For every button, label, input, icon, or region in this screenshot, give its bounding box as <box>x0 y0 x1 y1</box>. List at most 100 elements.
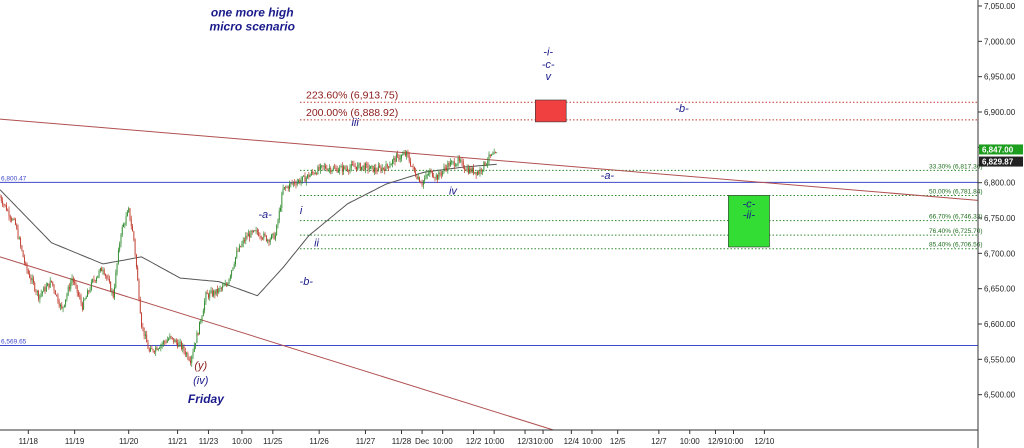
candle-body <box>353 164 355 167</box>
candle-body <box>61 304 63 309</box>
candle-body <box>173 338 175 343</box>
candle-body <box>395 154 397 162</box>
candle-body <box>467 168 469 174</box>
candle-body <box>7 210 9 212</box>
candle-body <box>160 344 162 348</box>
candle-body <box>399 158 401 160</box>
candle-body <box>129 208 131 220</box>
candle-body <box>341 166 343 172</box>
candle-body <box>70 282 72 289</box>
x-tick-label: 11/21 <box>168 437 188 446</box>
candle-body <box>393 158 395 161</box>
candle-body <box>0 196 2 201</box>
wave-label: iv <box>449 186 458 198</box>
candle-body <box>286 186 288 188</box>
candle-body <box>174 340 176 343</box>
candle-body <box>84 298 86 300</box>
candle-body <box>282 188 284 195</box>
candle-body <box>336 168 338 173</box>
candle-body <box>138 280 140 300</box>
candle-body <box>330 168 332 172</box>
y-tick-label: 7,000.00 <box>984 37 1016 46</box>
candle-body <box>469 168 471 174</box>
wave-label: micro scenario <box>210 20 295 34</box>
candle-body <box>101 268 103 272</box>
candle-body <box>39 294 41 300</box>
candle-body <box>294 182 296 184</box>
candle-body <box>110 281 112 292</box>
candle-body <box>362 165 364 167</box>
candle-body <box>485 163 487 166</box>
moving-average-layer <box>0 163 497 297</box>
candle-body <box>419 177 420 182</box>
candle-body <box>98 271 100 276</box>
candle-body <box>88 290 90 292</box>
candle-body <box>327 168 329 171</box>
candle-body <box>363 165 365 171</box>
candle-body <box>460 160 462 162</box>
candle-body <box>13 219 15 220</box>
candle-body <box>258 232 260 236</box>
candle-body <box>404 153 406 156</box>
x-tick-label: 11/25 <box>263 437 283 446</box>
candle-body <box>453 161 455 167</box>
candle-body <box>205 292 207 302</box>
candle-body <box>179 341 181 343</box>
candle-body <box>12 219 14 221</box>
candle-body <box>317 166 319 175</box>
candle-body <box>385 164 387 171</box>
candle-body <box>74 282 76 284</box>
candle-body <box>184 351 186 355</box>
x-axis: 11/18 11/19 11/20 11/21 11/23 10:00 11/25 11/26… <box>0 429 978 446</box>
retracement-level-label: 85.40% (6,706.56) <box>929 242 982 249</box>
candle-body <box>135 254 137 267</box>
candle-body <box>371 165 373 167</box>
candle-body <box>280 207 281 211</box>
candle-body <box>278 210 280 221</box>
candle-body <box>354 166 356 168</box>
wave-label: -a- <box>258 209 272 221</box>
wave-label: one more high <box>211 6 294 20</box>
candle-body <box>440 174 442 175</box>
candle-body <box>345 168 347 170</box>
candle-body <box>451 161 453 163</box>
candle-body <box>402 154 404 156</box>
x-tick-label: 12/3 <box>517 437 533 446</box>
candle-body <box>344 166 346 169</box>
price-tag-label: 6,847.00 <box>982 145 1014 154</box>
candle-body <box>220 288 222 289</box>
y-tick-label: 6,500.00 <box>984 391 1016 400</box>
candle-body <box>48 283 50 288</box>
candle-body <box>35 290 37 293</box>
candle-body <box>4 204 6 206</box>
candle-body <box>392 160 393 164</box>
candle-body <box>155 347 157 352</box>
candle-body <box>144 334 146 336</box>
candle-body <box>359 163 361 170</box>
candle-body <box>483 161 485 170</box>
price-tag-label: 6,829.87 <box>982 158 1014 167</box>
wave-label: -i- <box>543 46 553 58</box>
candle-body <box>190 360 191 363</box>
candle-body <box>107 278 109 279</box>
candle-body <box>47 283 49 287</box>
candle-body <box>228 279 230 284</box>
levels-layer: 6,800.47 6,569.65 223.60% (6,913.75) 200.00… <box>0 89 982 346</box>
candle-body <box>120 234 122 244</box>
candle-body <box>318 166 320 170</box>
candle-body <box>437 175 438 180</box>
candle-body <box>368 168 370 170</box>
candle-body <box>53 285 55 291</box>
candle-body <box>214 290 216 295</box>
candle-body <box>76 285 78 293</box>
candle-body <box>455 165 456 167</box>
candle-body <box>121 226 123 235</box>
candle-body <box>241 243 243 247</box>
wave-label: iii <box>351 117 359 129</box>
candle-body <box>489 154 491 156</box>
candle-body <box>283 187 285 189</box>
candle-body <box>496 152 498 154</box>
candle-body <box>348 170 350 172</box>
candle-body <box>285 187 287 188</box>
candle-body <box>137 266 139 281</box>
